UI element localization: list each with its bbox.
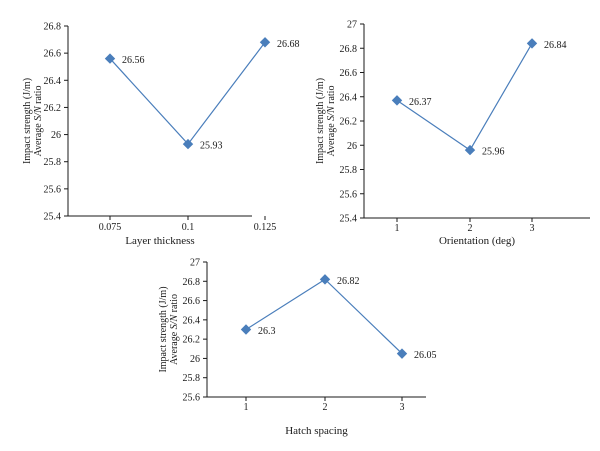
y-tick-label: 26.6	[340, 68, 358, 79]
y-tick-label: 25.6	[340, 189, 358, 200]
y-tick-label: 27	[347, 20, 357, 31]
x-tick-label: 1	[395, 223, 400, 234]
y-tick-label: 26.6	[44, 49, 62, 60]
y-tick-label: 25.8	[340, 165, 358, 176]
data-label: 26.68	[277, 39, 300, 50]
y-axis-label: Average S/N ratio	[169, 294, 180, 365]
y-tick-label: 25.6	[183, 393, 201, 404]
x-tick-label: 2	[468, 223, 473, 234]
data-point-marker	[259, 37, 271, 48]
y-axis-label: Average S/N ratio	[33, 86, 44, 157]
y-tick-label: 26.8	[183, 277, 201, 288]
data-label: 26.56	[122, 55, 145, 66]
y-axis-label: Impact strength (J/m)	[158, 286, 169, 372]
y-tick-label: 25.6	[44, 184, 62, 195]
chart-panel-1: 25.4 25.6 25.8 26 26.2 26.4 26.6 26.8 0.075 0.1 0.…	[22, 22, 300, 248]
x-tick-label: 3	[530, 223, 535, 234]
data-point-marker	[104, 53, 116, 64]
x-tick-label: 1	[244, 402, 249, 413]
data-point-marker	[182, 138, 194, 150]
data-label: 26.05	[414, 350, 437, 361]
y-axis-label: Impact strength (J/m)	[315, 78, 326, 164]
data-point-marker	[391, 95, 403, 106]
y-tick-label: 26	[347, 141, 357, 152]
series-line	[245, 278, 403, 355]
chart-panel-3: 25.6 25.8 26 26.2 26.4 26.6 26.8 27 1 2 3 Hatch spa…	[158, 258, 437, 438]
y-tick-label: 26.2	[44, 103, 62, 114]
x-tick-label: 2	[323, 402, 328, 413]
x-axis-label: Hatch spacing	[285, 425, 348, 437]
x-tick-label: 3	[400, 402, 405, 413]
data-label: 25.96	[482, 147, 505, 158]
y-axis-label: Impact strength (J/m)	[22, 78, 33, 164]
x-axis-label: Layer thickness	[125, 235, 194, 247]
y-tick-label: 26.2	[183, 335, 201, 346]
y-tick-label: 26.8	[340, 44, 358, 55]
y-tick-label: 26.4	[44, 76, 62, 87]
chart-panel-2: 25.4 25.6 25.8 26 26.2 26.4 26.6 26.8 27 1 2 3 Orien…	[315, 20, 590, 247]
y-tick-label: 25.4	[44, 212, 62, 223]
y-tick-label: 26	[190, 354, 200, 365]
data-point-marker	[240, 324, 252, 335]
x-tick-label: 0.125	[254, 222, 277, 233]
y-axis-label: Average S/N ratio	[326, 86, 337, 157]
y-tick-label: 25.8	[183, 373, 201, 384]
data-label: 25.93	[200, 141, 223, 152]
y-tick-label: 25.4	[340, 214, 358, 225]
data-label: 26.37	[409, 97, 432, 108]
y-tick-label: 25.8	[44, 157, 62, 168]
y-tick-label: 26.6	[183, 296, 201, 307]
data-label: 26.82	[337, 276, 360, 287]
x-axis-label: Orientation (deg)	[439, 235, 515, 247]
data-point-marker	[464, 144, 476, 156]
y-tick-label: 26.2	[340, 117, 358, 128]
data-point-marker	[396, 348, 408, 359]
data-label: 26.3	[258, 326, 276, 337]
data-point-marker	[526, 38, 538, 49]
y-tick-label: 27	[190, 258, 200, 269]
y-tick-label: 26.8	[44, 22, 62, 33]
x-tick-label: 0.075	[99, 222, 122, 233]
y-tick-label: 26	[51, 130, 61, 141]
data-label: 26.84	[544, 40, 567, 51]
y-tick-label: 26.4	[340, 92, 358, 103]
data-point-marker	[319, 274, 331, 285]
x-tick-label: 0.1	[182, 222, 195, 233]
y-tick-label: 26.4	[183, 315, 201, 326]
